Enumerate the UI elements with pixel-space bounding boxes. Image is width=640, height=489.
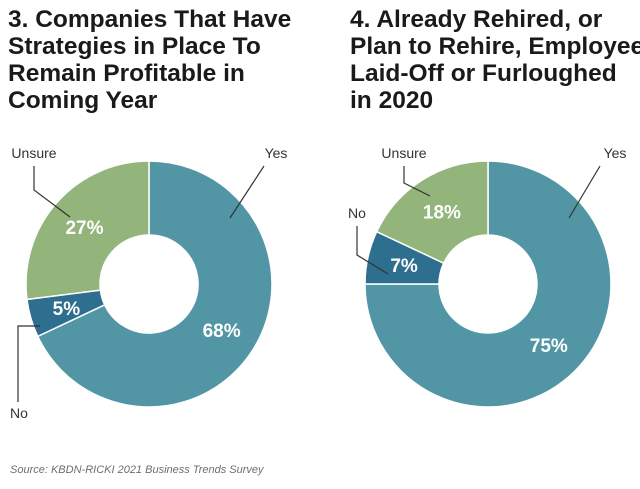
- pie-slice-unsure: [25, 160, 150, 301]
- chart-title-2-line: 4. Already Rehired, or: [350, 6, 603, 33]
- chart-title-1-line: Remain Profitable in: [8, 60, 245, 87]
- pie-slice-unsure: [375, 160, 489, 265]
- data-label-no: 7%: [390, 256, 418, 277]
- chart-title-1-line: Coming Year: [8, 87, 158, 114]
- leader-line-yes: [229, 165, 265, 219]
- data-label-unsure: 18%: [423, 202, 461, 223]
- chart-title-2-line: in 2020: [350, 87, 434, 114]
- category-label-unsure: Unsure: [11, 145, 56, 161]
- category-label-yes: Yes: [604, 145, 627, 161]
- chart-title-2-line: Laid-Off or Furloughed: [350, 60, 617, 87]
- leader-line-yes: [568, 165, 601, 219]
- category-label-yes: Yes: [265, 145, 288, 161]
- category-label-no: No: [348, 205, 366, 221]
- leader-line-unsure: [403, 166, 431, 197]
- chart-title-2: 4. Already Rehired, or Plan to Rehire, E…: [350, 6, 640, 114]
- leader-line-unsure: [33, 166, 71, 218]
- chart-title-1-line: Strategies in Place To: [8, 33, 261, 60]
- category-label-no: No: [10, 405, 28, 421]
- leader-line-no: [356, 226, 389, 275]
- source-note: Source: KBDN-RICKI 2021 Business Trends …: [10, 464, 264, 476]
- leader-line-no: [17, 325, 40, 402]
- category-label-unsure: Unsure: [381, 145, 426, 161]
- data-label-yes: 68%: [203, 321, 241, 342]
- chart-title-2-line: Plan to Rehire, Employees: [350, 33, 640, 60]
- pie-slice-yes: [364, 160, 612, 408]
- pie-slice-yes: [36, 160, 273, 408]
- chart-title-1-line: 3. Companies That Have: [8, 6, 292, 33]
- chart-title-1: 3. Companies That Have Strategies in Pla…: [8, 6, 291, 114]
- data-label-no: 5%: [53, 299, 81, 320]
- data-label-yes: 75%: [530, 336, 568, 357]
- data-label-unsure: 27%: [65, 218, 103, 239]
